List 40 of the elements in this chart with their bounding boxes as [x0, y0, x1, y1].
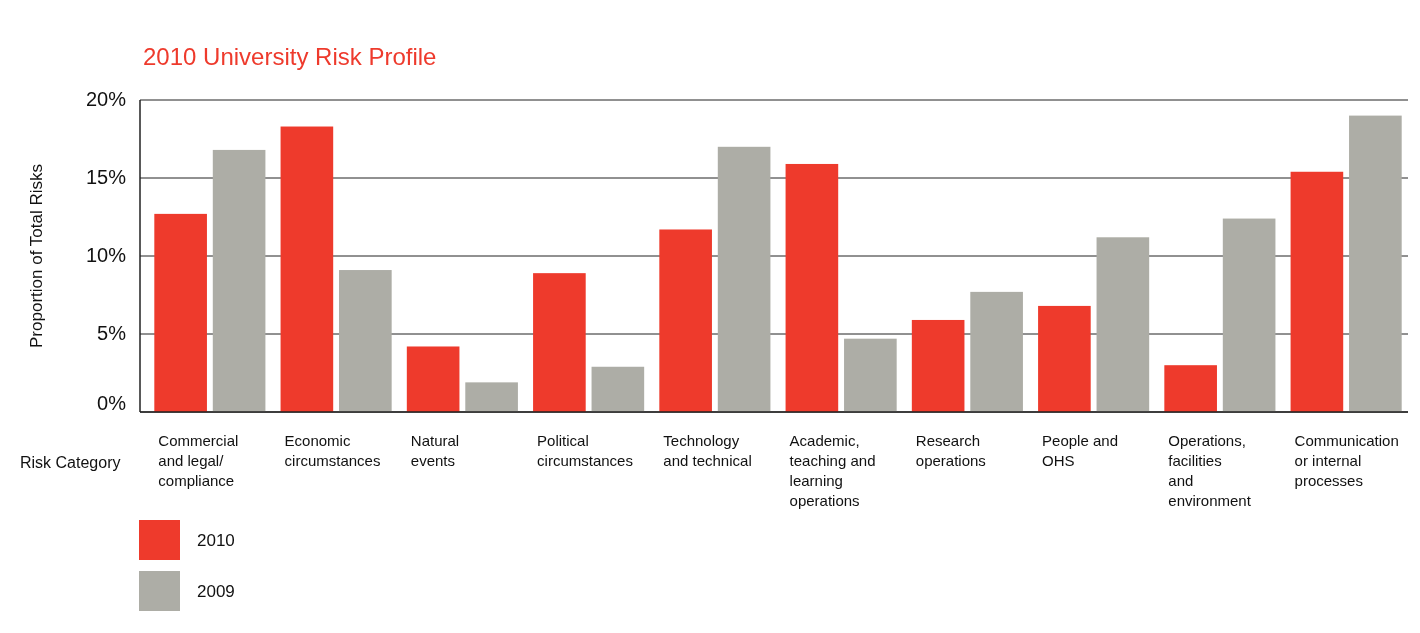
bar — [591, 366, 645, 412]
y-tick-label: 10% — [85, 244, 127, 266]
x-tick-label: People and OHS — [1042, 432, 1118, 469]
x-tick-label: Communication or internal processes — [1294, 432, 1399, 489]
bar — [533, 273, 586, 412]
bar — [1349, 115, 1402, 412]
x-tick-label: Commercial and legal/compliance — [158, 432, 239, 489]
bar — [1096, 237, 1150, 412]
bar — [280, 126, 334, 412]
bar — [785, 163, 839, 412]
bar — [970, 291, 1023, 412]
bar — [1222, 218, 1276, 412]
bar — [1290, 171, 1344, 412]
x-tick-label: Technology and technical — [663, 432, 752, 469]
y-tick-label: 15% — [85, 166, 127, 188]
y-tick-label: 5% — [97, 322, 127, 344]
x-tick-label: Operations, facilities and environment — [1168, 432, 1252, 509]
bar — [659, 229, 712, 412]
chart-title: 2010 University Risk Profile — [143, 43, 437, 70]
bar — [844, 338, 897, 412]
bar — [339, 270, 392, 412]
y-axis-title: Proportion of Total Risks — [27, 164, 46, 348]
bar — [1038, 305, 1091, 412]
y-tick-label: 20% — [85, 88, 127, 110]
bar — [406, 346, 460, 412]
bar — [717, 146, 771, 412]
x-tick-label: Research operations — [915, 432, 986, 469]
bar — [1164, 365, 1217, 412]
x-tick-label: Economic circumstances — [284, 432, 381, 469]
x-tick-label: Political circumstances — [537, 432, 633, 469]
bar — [212, 149, 266, 412]
x-tick-label: Academic, teaching and learning operations — [789, 432, 876, 509]
bar — [465, 382, 518, 412]
bar — [911, 319, 965, 412]
legend-label: 2010 — [197, 531, 235, 550]
x-axis-title: Risk Category — [20, 454, 121, 471]
legend-label: 2009 — [197, 582, 235, 601]
bar — [154, 213, 207, 412]
x-tick-label: Natural events — [410, 432, 460, 469]
y-tick-label: 0% — [97, 392, 127, 414]
